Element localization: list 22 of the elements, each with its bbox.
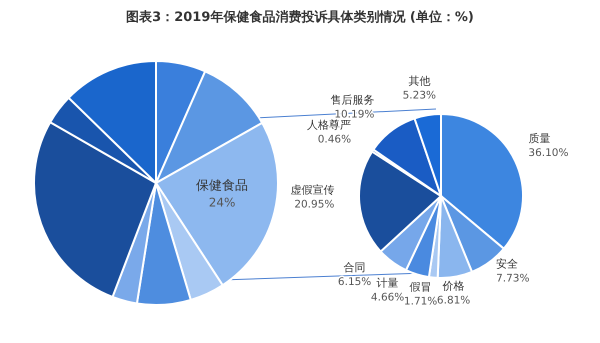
data-label: 6.15% (338, 276, 372, 288)
data-label: 20.95% (294, 198, 334, 211)
slice-label: 假冒 (410, 280, 432, 294)
slice-label: 安全 (496, 257, 518, 270)
data-label: 24% (208, 195, 236, 210)
data-label: 6.81% (436, 294, 470, 306)
data-label: 1.71% (404, 296, 438, 308)
slice-label: 售后服务 (330, 94, 374, 107)
slice-label: 合同 (344, 261, 366, 274)
slice-label: 虚假宣传 (290, 184, 334, 197)
data-label: 7.73% (496, 272, 530, 284)
data-label: 36.10% (528, 146, 568, 159)
slice-label: 质量 (528, 132, 550, 145)
slice-label: 价格 (442, 279, 465, 292)
chart-title: 图表3：2019年保健食品消费投诉具体类别情况 (单位：%) (125, 9, 475, 26)
slice-label: 保健食品 (196, 178, 248, 194)
data-label: 4.66% (370, 292, 404, 304)
data-label: 0.46% (318, 133, 352, 146)
slice-label: 人格尊严 (307, 118, 352, 132)
slice-label: 其他 (408, 74, 430, 88)
slice-label: 计量 (376, 276, 399, 290)
data-label: 5.23% (402, 89, 436, 102)
